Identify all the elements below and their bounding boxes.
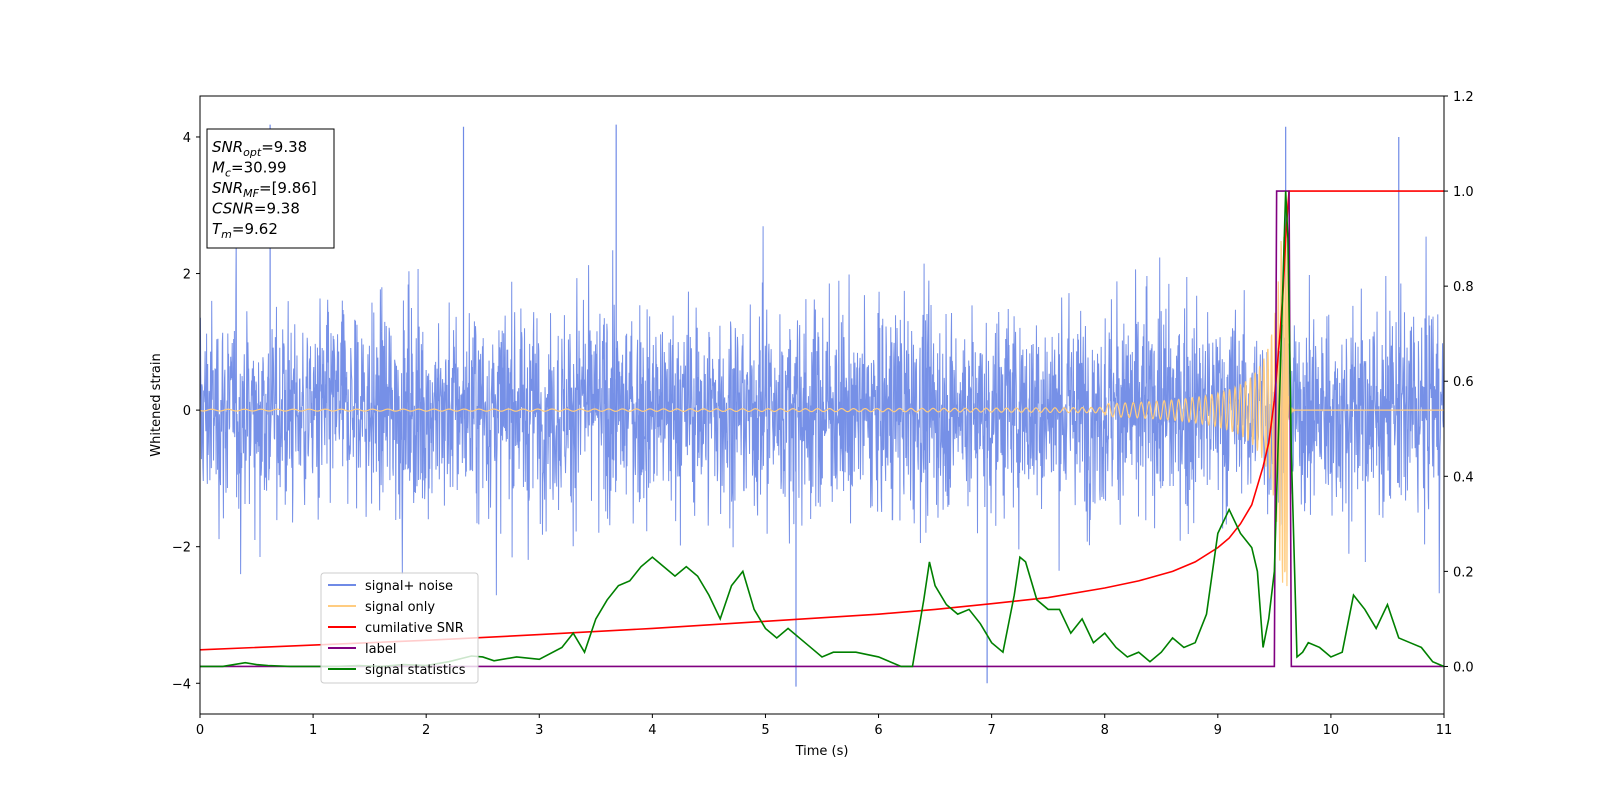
info-box-row: SNRMF=[9.86] (212, 179, 317, 200)
info-box-row: SNRopt=9.38 (212, 138, 307, 159)
legend-label: cumilative SNR (365, 621, 464, 636)
x-tick-label: 8 (1101, 723, 1109, 738)
legend-label: label (365, 642, 396, 657)
info-box-row: Mc=30.99 (212, 159, 287, 180)
y-tick-label: −2 (172, 541, 191, 556)
y-tick-label: 0 (183, 404, 191, 419)
x-axis: 0 1 2 3 4 5 6 7 8 9 10 11 (196, 714, 1452, 738)
x-tick-label: 1 (309, 723, 317, 738)
y2-tick-label: 0.8 (1453, 280, 1474, 295)
info-box-symbol: SNR (212, 138, 243, 156)
plot-frame (199, 95, 1445, 715)
info-box-subscript: c (225, 167, 231, 180)
x-tick-label: 10 (1323, 723, 1340, 738)
y2-tick-label: 0.2 (1453, 565, 1474, 580)
info-box-value: =30.99 (231, 159, 287, 177)
y-axis-left: −4 −2 0 2 4 (172, 131, 200, 692)
y-axis-label: Whitened strain (149, 353, 164, 456)
series-label-line (200, 190, 1444, 668)
x-tick-label: 4 (648, 723, 656, 738)
series-signal-noise-line (200, 226, 1444, 596)
x-tick-label: 11 (1436, 723, 1453, 738)
info-box-value: =9.38 (254, 200, 300, 218)
y-axis-right: 0.0 0.2 0.4 0.6 0.8 1.0 1.2 (1444, 90, 1474, 675)
info-box-value: =9.38 (261, 138, 307, 156)
x-tick-label: 7 (987, 723, 995, 738)
info-box-value: =9.62 (232, 220, 278, 238)
info-box-value: =[9.86] (259, 179, 317, 197)
x-tick-label: 9 (1214, 723, 1222, 738)
y-tick-label: 4 (183, 131, 191, 146)
info-box-subscript: MF (243, 187, 259, 200)
info-box-symbol: CSNR (212, 200, 254, 218)
series-cumilative-snr-line (200, 190, 1444, 651)
x-tick-label: 3 (535, 723, 543, 738)
info-box-frame (206, 128, 335, 249)
x-tick-label: 2 (422, 723, 430, 738)
y-tick-label: 2 (183, 268, 191, 283)
y2-tick-label: 1.2 (1453, 90, 1474, 105)
info-box-symbol: SNR (212, 179, 243, 197)
y-tick-label: −4 (172, 677, 191, 692)
info-box-row: Tm=9.62 (212, 220, 278, 241)
info-box-symbol: T (212, 220, 223, 238)
info-box-subscript: opt (243, 146, 262, 159)
legend-label: signal+ noise (365, 579, 453, 594)
x-tick-label: 5 (761, 723, 769, 738)
y2-tick-label: 0.6 (1453, 375, 1474, 390)
info-box-symbol: M (212, 159, 225, 177)
x-axis-label: Time (s) (795, 744, 849, 759)
series-signal-statistics-line (200, 191, 1444, 668)
legend-frame (320, 572, 479, 684)
series-signal-only-line (200, 232, 1444, 587)
x-tick-label: 6 (874, 723, 882, 738)
x-tick-label: 0 (196, 723, 204, 738)
legend: signal+ noise signal only cumilative SNR la… (320, 572, 479, 684)
series-layer (200, 124, 1444, 687)
y2-tick-label: 0.4 (1453, 470, 1474, 485)
legend-label: signal only (365, 600, 435, 615)
y2-tick-label: 1.0 (1453, 185, 1474, 200)
info-box: SNRopt=9.38Mc=30.99SNRMF=[9.86]CSNR=9.38… (206, 128, 335, 249)
info-box-subscript: m (221, 228, 232, 241)
y2-tick-label: 0.0 (1453, 660, 1474, 675)
legend-label: signal statistics (365, 663, 466, 678)
info-box-row: CSNR=9.38 (212, 200, 300, 218)
